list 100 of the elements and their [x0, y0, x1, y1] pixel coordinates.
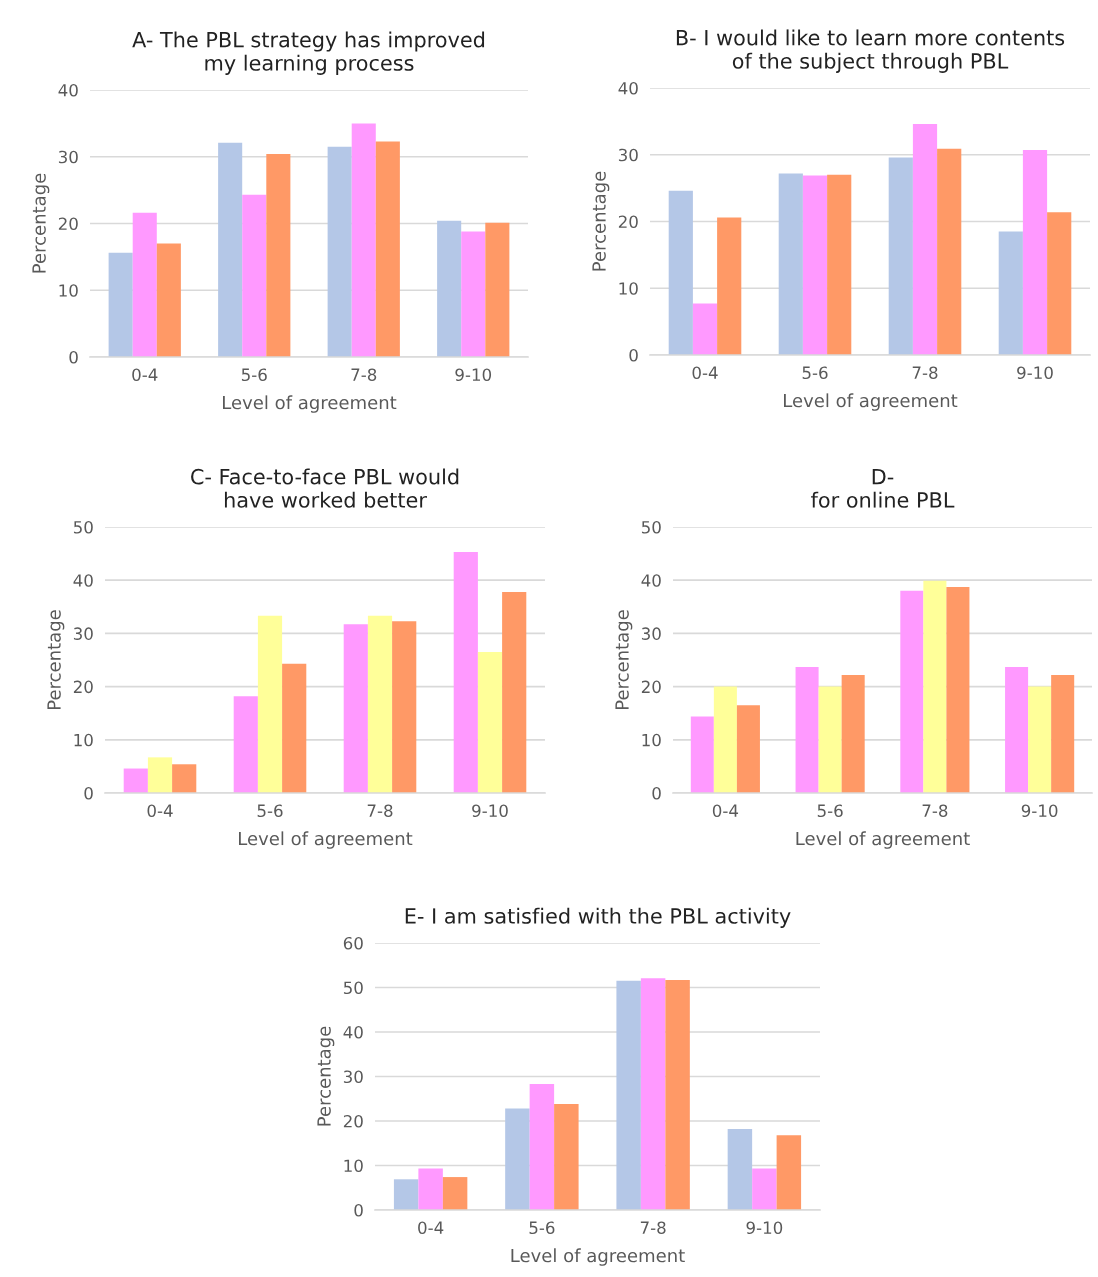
bar	[692, 303, 718, 355]
chart-title: B- I would like to learn more contents of the subject through PBL	[676, 29, 1065, 73]
chart-title: D- for online PBL	[811, 469, 955, 508]
bar	[367, 615, 393, 793]
y-tick-label: 20	[343, 1114, 363, 1128]
x-tick-label: 0-4	[147, 804, 173, 818]
bar	[1047, 212, 1072, 355]
y-tick-label: 10	[619, 282, 638, 295]
bar	[752, 1168, 777, 1210]
x-tick-label: 0-4	[132, 368, 158, 382]
bar	[393, 1179, 419, 1210]
x-tick-label: 5-6	[529, 1221, 555, 1235]
y-tick-label: 20	[618, 215, 638, 229]
bar	[351, 123, 376, 357]
x-tick-label: 9-10	[746, 1221, 783, 1235]
bar	[505, 1108, 530, 1210]
x-tick-label: 7-8	[351, 368, 377, 382]
y-axis-title: Percentage	[47, 610, 65, 710]
y-tick-label: 0	[84, 786, 93, 800]
bar	[665, 979, 690, 1210]
y-tick-label: 0	[629, 348, 638, 362]
bar	[923, 580, 947, 793]
bar	[841, 674, 865, 793]
bar	[502, 591, 527, 793]
y-tick-label: 30	[343, 1070, 363, 1084]
y-axis-title: Percentage	[32, 173, 50, 273]
y-axis-title: Percentage	[615, 610, 633, 710]
bar	[257, 615, 283, 793]
y-tick-label: 0	[69, 350, 78, 364]
y-tick-label: 10	[59, 284, 78, 297]
y-tick-label: 40	[73, 574, 93, 587]
bar	[827, 174, 852, 355]
y-tick-label: 10	[642, 733, 661, 747]
x-tick-label: 5-6	[257, 804, 283, 818]
x-tick-label: 0-4	[418, 1221, 444, 1235]
y-tick-label: 20	[58, 217, 78, 231]
bar	[937, 148, 962, 355]
bar	[717, 217, 742, 355]
y-tick-label: 40	[641, 574, 661, 587]
bar	[888, 157, 913, 355]
y-tick-label: 0	[354, 1203, 363, 1217]
bar	[616, 980, 641, 1210]
bar	[147, 757, 173, 793]
x-axis-title: Level of agreement	[511, 1248, 685, 1266]
bar	[437, 220, 462, 357]
x-tick-label: 5-6	[241, 368, 267, 382]
x-axis-title: Level of agreement	[796, 831, 970, 849]
bar	[900, 590, 924, 793]
chart-title: C- Face-to-face PBL would have worked better	[191, 468, 459, 508]
bar	[1005, 666, 1029, 793]
y-tick-label: 0	[652, 786, 661, 800]
y-tick-label: 20	[641, 680, 661, 694]
bar	[156, 243, 181, 357]
y-tick-label: 50	[343, 981, 363, 995]
bar	[343, 624, 368, 793]
y-tick-label: 50	[73, 520, 93, 534]
bar	[453, 552, 478, 793]
x-axis-title: Level of agreement	[223, 395, 397, 413]
bar	[418, 1168, 443, 1210]
y-tick-label: 30	[73, 627, 93, 640]
bar	[529, 1084, 555, 1210]
y-tick-label: 30	[641, 627, 661, 640]
bar	[776, 1135, 802, 1210]
y-tick-label: 20	[73, 680, 93, 694]
bar	[172, 764, 197, 793]
y-tick-label: 60	[343, 936, 363, 950]
bar	[554, 1104, 579, 1210]
bar	[233, 696, 258, 793]
x-tick-label: 5-6	[802, 366, 828, 380]
y-axis-title: Percentage	[317, 1026, 335, 1126]
x-tick-label: 7-8	[640, 1221, 666, 1235]
x-tick-label: 7-8	[367, 804, 393, 818]
bar	[266, 154, 291, 357]
x-tick-label: 0-4	[712, 804, 739, 818]
bar	[640, 978, 666, 1210]
bar	[946, 587, 970, 793]
x-tick-label: 5-6	[817, 804, 843, 818]
bar	[778, 173, 803, 355]
bar	[998, 231, 1023, 355]
bar	[477, 652, 503, 793]
bar	[795, 666, 819, 793]
x-tick-label: 0-4	[692, 366, 718, 380]
x-axis-title: Level of agreement	[784, 393, 958, 411]
y-tick-label: 50	[641, 520, 661, 534]
bar	[1051, 674, 1075, 793]
bar	[461, 231, 486, 357]
y-tick-label: 10	[74, 733, 93, 747]
bar	[802, 175, 828, 355]
y-tick-label: 10	[344, 1159, 363, 1173]
bar	[1022, 150, 1048, 355]
bar	[242, 194, 267, 357]
bar	[282, 663, 307, 793]
chart-title: A- The PBL strategy has improved my learning process	[132, 31, 485, 75]
x-tick-label: 9-10	[1017, 366, 1053, 380]
chart-title: E- I am satisfied with the PBL activity	[405, 907, 791, 928]
bar	[132, 212, 157, 357]
y-tick-label: 30	[58, 150, 78, 164]
bar	[1028, 686, 1052, 793]
x-tick-label: 9-10	[472, 804, 508, 818]
x-tick-label: 9-10	[1021, 804, 1058, 818]
